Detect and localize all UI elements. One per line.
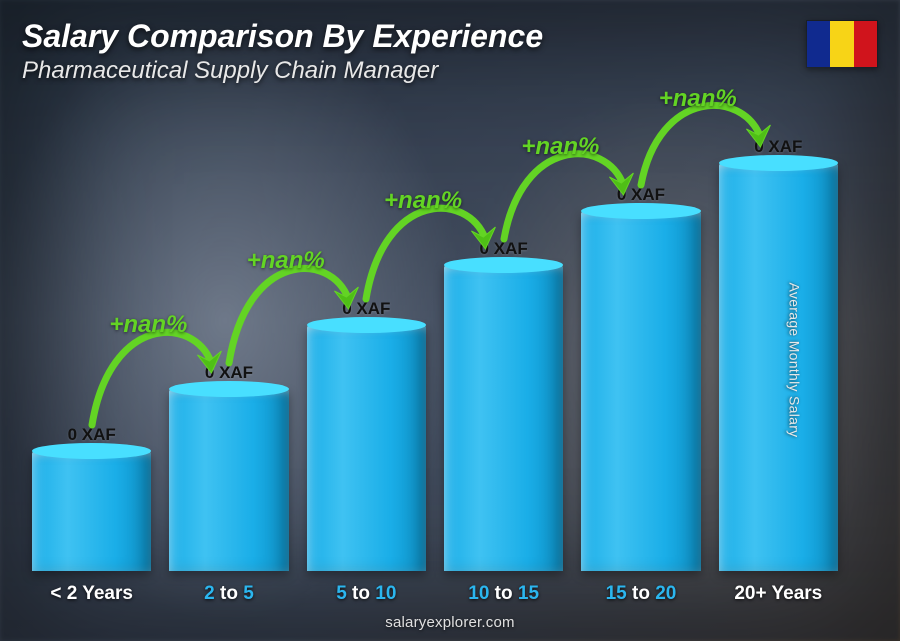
pct-change-label: +nan%: [659, 85, 737, 113]
footer-attribution: salaryexplorer.com: [0, 614, 900, 631]
bar-category-label: 15 to 20: [606, 575, 677, 605]
bar-group: 0 XAF15 to 20: [581, 185, 700, 571]
bar-value-label: 0 XAF: [617, 185, 665, 205]
bar-value-label: 0 XAF: [68, 425, 116, 445]
bar-category-label: 5 to 10: [336, 575, 396, 605]
bar-group: 0 XAF2 to 5: [169, 363, 288, 571]
bar-top-ellipse: [307, 317, 426, 333]
bar: [169, 389, 288, 571]
chart-container: Salary Comparison By Experience Pharmace…: [0, 0, 900, 641]
bar-top-ellipse: [719, 155, 838, 171]
bar-category-label: < 2 Years: [50, 575, 133, 605]
flag-stripe-1: [807, 21, 830, 67]
chart-subtitle: Pharmaceutical Supply Chain Manager: [22, 57, 878, 85]
bar: [581, 211, 700, 571]
bar-value-label: 0 XAF: [342, 299, 390, 319]
bar-top-ellipse: [444, 257, 563, 273]
country-flag-icon: [806, 20, 878, 68]
bar-group: 0 XAF< 2 Years: [32, 425, 151, 571]
pct-change-label: +nan%: [247, 247, 325, 275]
pct-change-label: +nan%: [384, 187, 462, 215]
bar: [444, 265, 563, 571]
bar-group: 0 XAF5 to 10: [307, 299, 426, 571]
flag-stripe-3: [854, 21, 877, 67]
bar-group: 0 XAF10 to 15: [444, 239, 563, 571]
bar-top-ellipse: [581, 203, 700, 219]
bar-category-label: 2 to 5: [204, 575, 254, 605]
bar-value-label: 0 XAF: [205, 363, 253, 383]
bar: [32, 451, 151, 571]
pct-change-label: +nan%: [521, 133, 599, 161]
chart-title: Salary Comparison By Experience: [22, 18, 878, 55]
flag-stripe-2: [830, 21, 853, 67]
bar-value-label: 0 XAF: [480, 239, 528, 259]
bar-category-label: 20+ Years: [734, 575, 822, 605]
pct-change-label: +nan%: [109, 311, 187, 339]
chart-area: 0 XAF< 2 Years0 XAF2 to 50 XAF5 to 100 X…: [22, 93, 878, 627]
bar-top-ellipse: [32, 443, 151, 459]
y-axis-label: Average Monthly Salary: [787, 283, 803, 438]
bar: [307, 325, 426, 571]
bar-value-label: 0 XAF: [754, 137, 802, 157]
bars-row: 0 XAF< 2 Years0 XAF2 to 50 XAF5 to 100 X…: [32, 93, 838, 571]
bar-top-ellipse: [169, 381, 288, 397]
bar-category-label: 10 to 15: [468, 575, 539, 605]
header: Salary Comparison By Experience Pharmace…: [22, 18, 878, 85]
bar: [719, 163, 838, 571]
bar-group: 0 XAF20+ Years: [719, 137, 838, 571]
